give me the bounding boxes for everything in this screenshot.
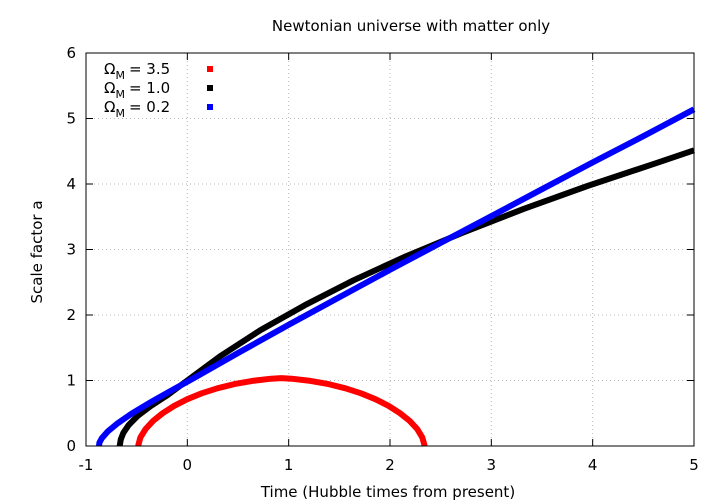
series-line-0	[135, 375, 428, 447]
y-tick-label: 0	[66, 437, 76, 455]
y-tick-label: 6	[66, 44, 76, 62]
grid	[86, 53, 694, 446]
x-tick-label: 3	[487, 456, 497, 474]
x-axis-label: Time (Hubble times from present)	[260, 483, 515, 501]
legend-label: ΩM = 1.0	[104, 79, 170, 101]
x-tick-label: 2	[385, 456, 395, 474]
legend-label: ΩM = 3.5	[104, 60, 170, 82]
x-tick-label: 1	[284, 456, 294, 474]
legend-swatch	[207, 66, 213, 72]
legend-subscript: M	[115, 88, 125, 101]
legend-symbol: Ω	[104, 60, 115, 78]
y-tick-label: 1	[66, 372, 76, 390]
legend-entry: ΩM = 1.0	[104, 79, 213, 101]
x-tick-label: 4	[588, 456, 598, 474]
legend-value: = 3.5	[129, 60, 170, 78]
legend-subscript: M	[115, 69, 125, 82]
legend: ΩM = 3.5ΩM = 1.0ΩM = 0.2	[104, 60, 213, 120]
chart-title: Newtonian universe with matter only	[272, 17, 550, 35]
legend-symbol: Ω	[104, 98, 115, 116]
x-tick-label: 0	[183, 456, 193, 474]
legend-subscript: M	[115, 107, 125, 120]
legend-value: = 0.2	[129, 98, 170, 116]
y-tick-label: 5	[66, 110, 76, 128]
legend-symbol: Ω	[104, 79, 115, 97]
y-tick-label: 3	[66, 241, 76, 259]
legend-value: = 1.0	[129, 79, 170, 97]
series-layer	[96, 106, 696, 447]
legend-entry: ΩM = 0.2	[104, 98, 213, 120]
legend-entry: ΩM = 3.5	[104, 60, 213, 82]
legend-label: ΩM = 0.2	[104, 98, 170, 120]
series-line-1	[116, 147, 695, 447]
series-line-2	[96, 106, 696, 447]
legend-swatch	[207, 85, 213, 91]
y-tick-label: 2	[66, 306, 76, 324]
x-tick-label: 5	[689, 456, 699, 474]
x-tick-label: -1	[79, 456, 94, 474]
legend-swatch	[207, 104, 213, 110]
y-axis-label: Scale factor a	[28, 200, 46, 303]
y-tick-label: 4	[66, 175, 76, 193]
